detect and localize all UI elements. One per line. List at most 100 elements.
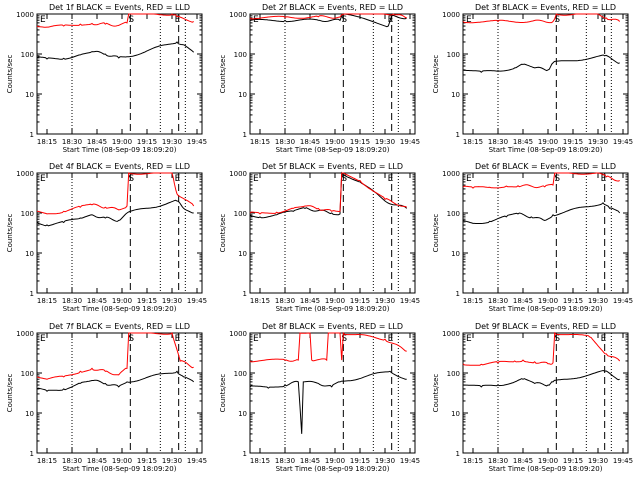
- y-tick-label: 100: [21, 210, 34, 218]
- event-marker-s: S: [128, 174, 134, 184]
- series-line-lld: [462, 331, 621, 366]
- x-tick-label: 19:30: [162, 138, 182, 146]
- event-marker-s: S: [341, 174, 347, 184]
- x-tick-label: 18:30: [275, 297, 295, 305]
- chart-title: Det 4f BLACK = Events, RED = LLD: [49, 162, 190, 171]
- y-tick-label: 1000: [229, 170, 247, 178]
- event-marker-s: S: [128, 334, 134, 344]
- x-tick-label: 19:00: [325, 457, 345, 465]
- x-axis-label: Start Time (08-Sep-09 18:09:20): [276, 305, 390, 313]
- plot-frame: [249, 332, 416, 454]
- chart-panel-6: Det 6f BLACK = Events, RED = LLD 1 10 100 10…: [432, 162, 633, 313]
- chart-panel-1: Det 1f BLACK = Events, RED = LLD 1 10 100 10…: [6, 3, 207, 154]
- chart-title: Det 3f BLACK = Events, RED = LLD: [475, 3, 616, 12]
- chart-panel-8: Det 8f BLACK = Events, RED = LLD 1 10 100 10…: [219, 322, 420, 473]
- x-tick-label: 19:15: [137, 457, 157, 465]
- event-marker-e: E: [466, 15, 472, 25]
- y-tick-label: 1: [243, 450, 247, 458]
- series-line-lld: [249, 331, 407, 363]
- series-line-events: [36, 199, 194, 227]
- y-tick-label: 1000: [229, 11, 247, 19]
- y-tick-label: 1000: [16, 170, 34, 178]
- x-tick-label: 18:45: [513, 138, 533, 146]
- event-marker-e: E: [175, 334, 181, 344]
- x-tick-label: 18:45: [300, 138, 320, 146]
- event-marker-e: E: [175, 174, 181, 184]
- y-tick-label: 100: [234, 210, 247, 218]
- chart-title: Det 7f BLACK = Events, RED = LLD: [49, 322, 190, 331]
- x-tick-label: 19:45: [613, 138, 633, 146]
- y-tick-label: 100: [21, 51, 34, 59]
- x-axis-label: Start Time (08-Sep-09 18:09:20): [63, 146, 177, 154]
- x-tick-label: 18:30: [62, 457, 82, 465]
- series-line-events: [36, 370, 195, 392]
- y-tick-label: 1: [243, 290, 247, 298]
- x-tick-label: 18:30: [275, 457, 295, 465]
- x-tick-label: 18:15: [37, 457, 57, 465]
- x-axis-label: Start Time (08-Sep-09 18:09:20): [63, 305, 177, 313]
- y-tick-label: 1: [456, 450, 460, 458]
- x-tick-label: 19:00: [538, 457, 558, 465]
- plot-frame: [36, 13, 203, 135]
- y-tick-label: 1: [243, 131, 247, 139]
- y-axis-label: Counts/sec: [6, 374, 14, 413]
- x-axis-label: Start Time (08-Sep-09 18:09:20): [63, 465, 177, 473]
- x-tick-label: 19:00: [112, 457, 132, 465]
- chart-title: Det 6f BLACK = Events, RED = LLD: [475, 162, 616, 171]
- x-tick-label: 19:30: [375, 297, 395, 305]
- event-marker-s: S: [554, 174, 560, 184]
- x-tick-label: 18:30: [488, 457, 508, 465]
- x-tick-label: 19:00: [538, 138, 558, 146]
- event-marker-s: S: [554, 15, 560, 25]
- series-line-events: [249, 13, 407, 28]
- x-tick-label: 19:00: [325, 138, 345, 146]
- x-tick-label: 19:30: [588, 457, 608, 465]
- series-line-events: [462, 202, 621, 224]
- y-tick-label: 100: [447, 210, 460, 218]
- series-line-lld: [249, 13, 407, 20]
- chart-panel-3: Det 3f BLACK = Events, RED = LLD 1 10 100 10…: [432, 3, 633, 154]
- series-line-lld: [36, 332, 194, 380]
- y-tick-label: 10: [451, 410, 460, 418]
- y-tick-label: 1000: [442, 11, 460, 19]
- event-marker-e: E: [388, 174, 394, 184]
- y-tick-label: 1: [30, 131, 34, 139]
- y-tick-label: 100: [234, 370, 247, 378]
- x-tick-label: 18:15: [250, 457, 270, 465]
- x-tick-label: 19:15: [563, 138, 583, 146]
- chart-panel-9: Det 9f BLACK = Events, RED = LLD 1 10 100 10…: [432, 322, 633, 473]
- x-tick-label: 19:15: [563, 297, 583, 305]
- plot-frame: [249, 172, 416, 294]
- y-axis-label: Counts/sec: [432, 214, 440, 253]
- plot-frame: [36, 172, 203, 294]
- event-marker-e: E: [40, 174, 46, 184]
- plot-frame: [36, 332, 203, 454]
- event-marker-e: E: [601, 15, 607, 25]
- x-tick-label: 19:30: [162, 297, 182, 305]
- y-axis-label: Counts/sec: [6, 55, 14, 94]
- y-axis-label: Counts/sec: [432, 374, 440, 413]
- chart-title: Det 9f BLACK = Events, RED = LLD: [475, 322, 616, 331]
- x-tick-label: 19:30: [162, 457, 182, 465]
- series-line-events: [36, 41, 195, 60]
- chart-panel-5: Det 5f BLACK = Events, RED = LLD 1 10 100 10…: [219, 162, 420, 313]
- x-tick-label: 18:15: [250, 138, 270, 146]
- x-tick-label: 19:45: [187, 297, 207, 305]
- x-tick-label: 19:30: [588, 138, 608, 146]
- series-line-lld: [36, 172, 195, 215]
- series-line-events: [462, 54, 620, 73]
- chart-title: Det 5f BLACK = Events, RED = LLD: [262, 162, 403, 171]
- x-tick-label: 19:00: [538, 297, 558, 305]
- y-tick-label: 1: [456, 290, 460, 298]
- event-marker-s: S: [341, 15, 347, 25]
- x-tick-label: 19:45: [187, 457, 207, 465]
- x-tick-label: 18:15: [463, 138, 483, 146]
- y-axis-label: Counts/sec: [219, 55, 227, 94]
- x-axis-label: Start Time (08-Sep-09 18:09:20): [276, 465, 390, 473]
- x-tick-label: 19:00: [112, 297, 132, 305]
- y-axis-label: Counts/sec: [219, 374, 227, 413]
- x-tick-label: 19:00: [112, 138, 132, 146]
- y-tick-label: 10: [25, 410, 34, 418]
- x-tick-label: 19:45: [187, 138, 207, 146]
